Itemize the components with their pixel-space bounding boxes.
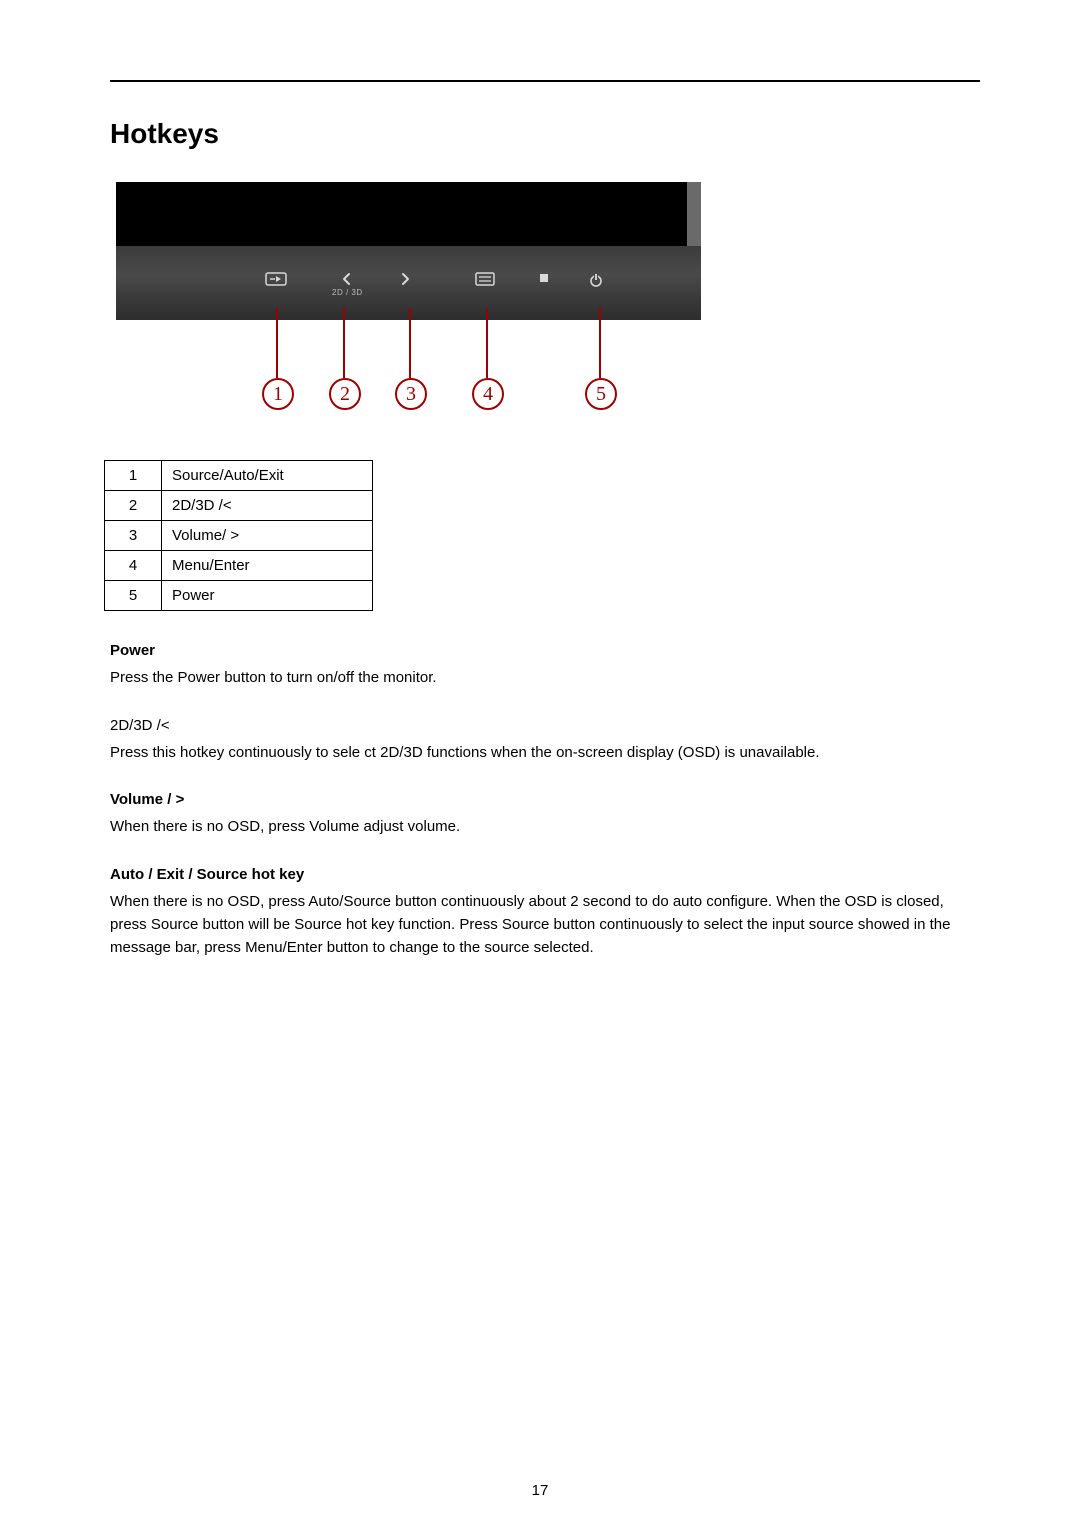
bezel-sliver — [687, 182, 701, 246]
body-text: Power Press the Power button to turn on/o… — [110, 639, 980, 960]
legend-row: 22D/3D /< — [105, 491, 373, 521]
callout-line-1 — [276, 310, 278, 378]
left-icon: 2D / 3D — [332, 272, 363, 297]
callouts: 1 2 3 4 5 — [116, 310, 701, 420]
menu-icon — [475, 272, 495, 286]
mode-icon — [538, 272, 550, 284]
source-icon — [265, 272, 287, 286]
legend-num: 2 — [105, 491, 162, 521]
top-rule — [110, 80, 980, 82]
callout-line-4 — [486, 310, 488, 378]
legend-row: 1Source/Auto/Exit — [105, 461, 373, 491]
callout-number-3: 3 — [395, 378, 427, 410]
callout-line-5 — [599, 310, 601, 378]
legend-num: 3 — [105, 521, 162, 551]
section-body: When there is no OSD, press Volume adjus… — [110, 815, 980, 838]
right-icon — [398, 272, 412, 286]
section-body: Press this hotkey continuously to sele c… — [110, 741, 980, 764]
legend-label: Menu/Enter — [162, 551, 373, 581]
section-heading: Auto / Exit / Source hot key — [110, 863, 980, 886]
section-title: Hotkeys — [110, 118, 980, 150]
power-icon — [588, 272, 604, 288]
callout-number-4: 4 — [472, 378, 504, 410]
legend-label: 2D/3D /< — [162, 491, 373, 521]
legend-label: Volume/ > — [162, 521, 373, 551]
section-heading: Power — [110, 639, 980, 662]
callout-line-2 — [343, 310, 345, 378]
page: Hotkeys 2D / 3D 12345 1Source/Auto/Exit2… — [0, 0, 1080, 1527]
bezel-top — [116, 182, 701, 246]
legend-label: Power — [162, 581, 373, 611]
legend-row: 3Volume/ > — [105, 521, 373, 551]
callout-number-2: 2 — [329, 378, 361, 410]
left-subtext: 2D / 3D — [332, 288, 363, 297]
bezel-button-strip: 2D / 3D — [116, 246, 701, 320]
legend-row: 4Menu/Enter — [105, 551, 373, 581]
legend-table: 1Source/Auto/Exit22D/3D /<3Volume/ >4Men… — [104, 460, 373, 611]
bezel-illustration: 2D / 3D 1 2 3 4 5 — [116, 182, 701, 420]
monitor-bezel: 2D / 3D — [116, 182, 701, 320]
callout-line-3 — [409, 310, 411, 378]
section-body: When there is no OSD, press Auto/Source … — [110, 890, 980, 960]
section-body: Press the Power button to turn on/off th… — [110, 666, 980, 689]
legend-row: 5Power — [105, 581, 373, 611]
section-heading: Volume / > — [110, 788, 980, 811]
legend-num: 5 — [105, 581, 162, 611]
section-heading: 2D/3D /< — [110, 714, 980, 737]
legend-num: 4 — [105, 551, 162, 581]
callout-number-1: 1 — [262, 378, 294, 410]
legend-label: Source/Auto/Exit — [162, 461, 373, 491]
callout-number-5: 5 — [585, 378, 617, 410]
page-number: 17 — [0, 1482, 1080, 1499]
legend-num: 1 — [105, 461, 162, 491]
